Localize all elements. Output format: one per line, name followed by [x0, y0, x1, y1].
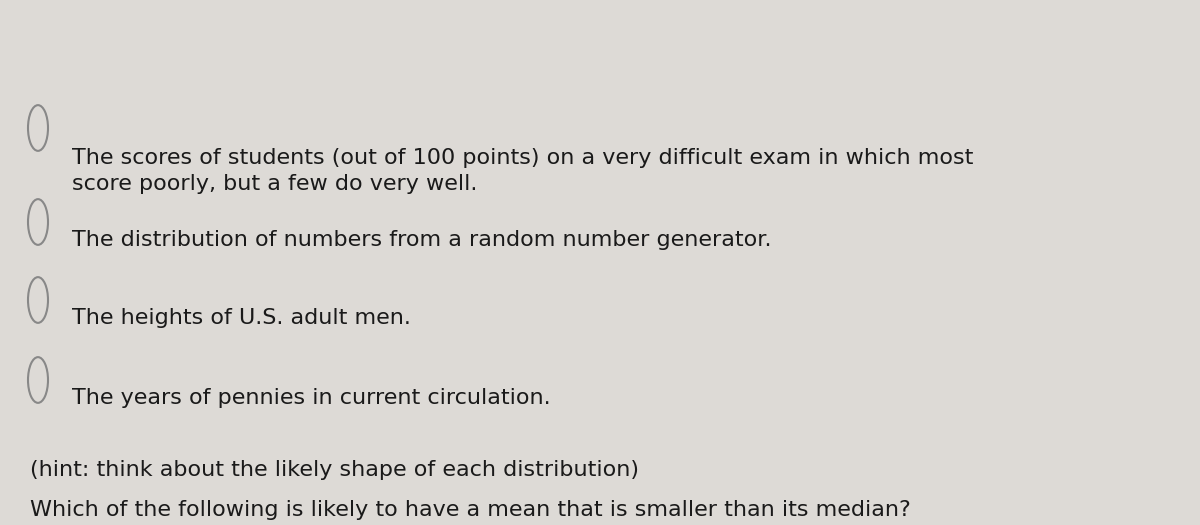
Text: Which of the following is likely to have a mean that is smaller than its median?: Which of the following is likely to have… [30, 500, 911, 520]
Text: The years of pennies in current circulation.: The years of pennies in current circulat… [72, 388, 551, 408]
Text: (hint: think about the likely shape of each distribution): (hint: think about the likely shape of e… [30, 460, 640, 480]
Text: The heights of U.S. adult men.: The heights of U.S. adult men. [72, 308, 410, 328]
Text: The distribution of numbers from a random number generator.: The distribution of numbers from a rando… [72, 230, 772, 250]
Text: The scores of students (out of 100 points) on a very difficult exam in which mos: The scores of students (out of 100 point… [72, 148, 973, 194]
